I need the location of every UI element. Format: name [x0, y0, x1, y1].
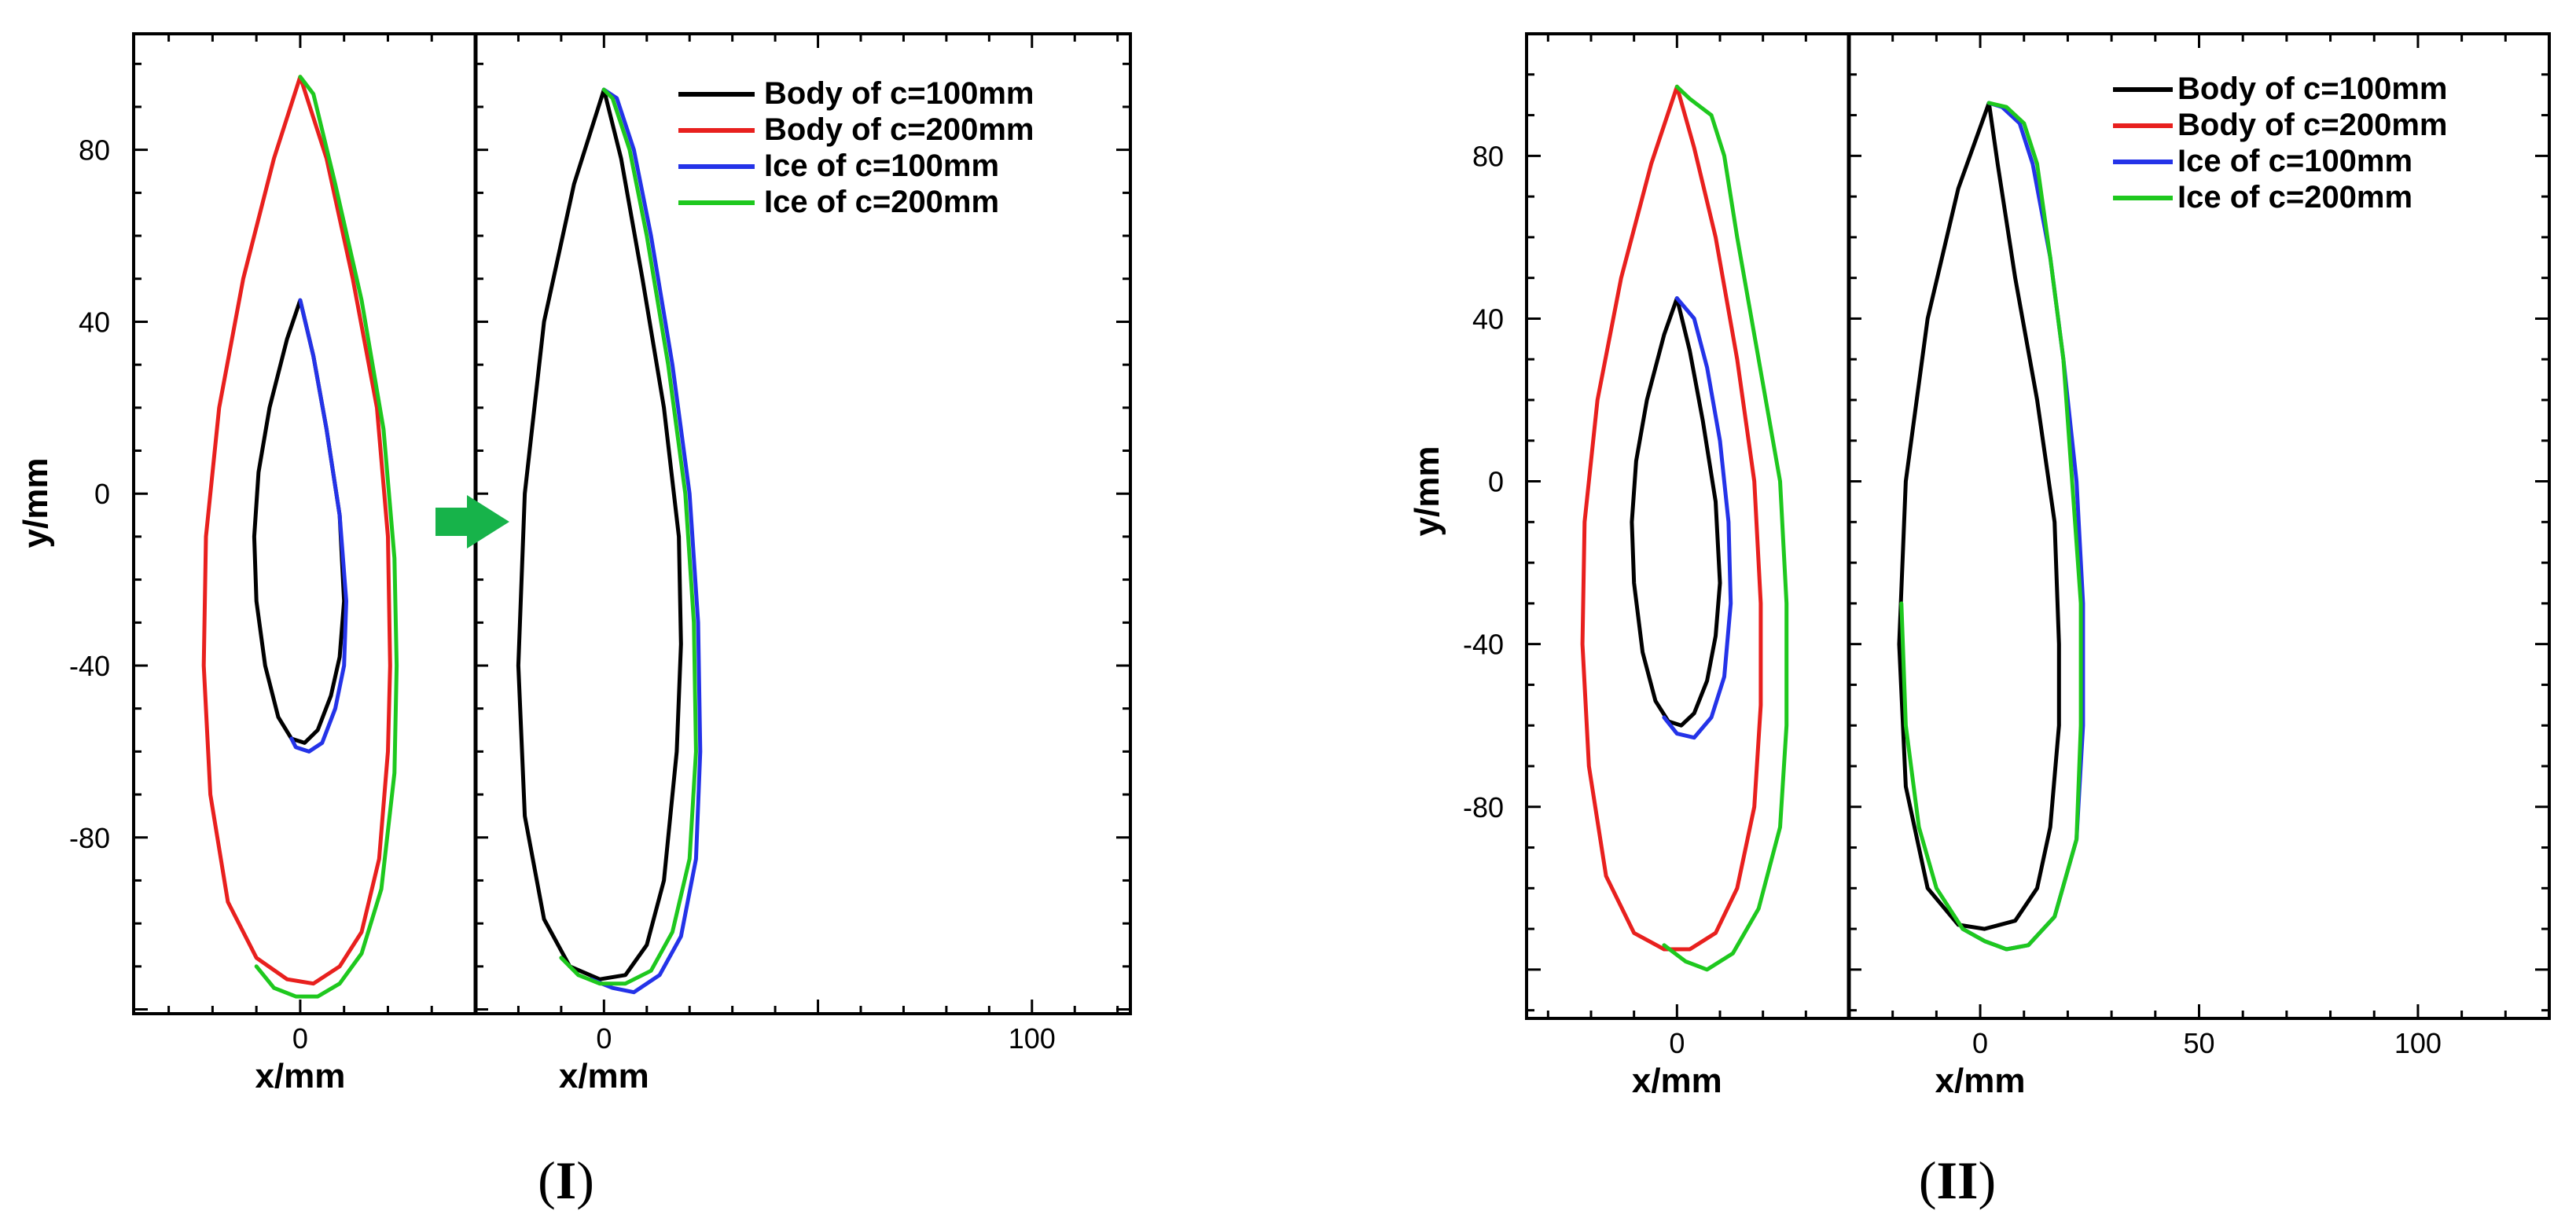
series-line-ice-of-c-200mm-left-overlay: [254, 75, 399, 999]
frame-ticks: [1527, 32, 2551, 1018]
legend-label-ice-of-c-100mm: Ice of c=100mm: [2177, 144, 2412, 178]
y-tick-label: -80: [69, 822, 110, 854]
y-axis-label: y/mm: [17, 458, 55, 548]
x-axis-label: x/mm: [255, 1057, 345, 1095]
plot-frame: [1525, 32, 2551, 1020]
y-axis-label: y/mm: [1408, 446, 1446, 537]
y-tick-label: 40: [1472, 303, 1504, 335]
series-group: [1580, 84, 2085, 972]
y-tick-label: -80: [1463, 791, 1504, 824]
panel-label-open: (: [538, 1150, 556, 1210]
legend-label-ice-of-c-200mm: Ice of c=200mm: [764, 185, 999, 219]
y-tick-label: 80: [79, 134, 110, 167]
panel-label-close: ): [576, 1150, 594, 1210]
plot-frame: [132, 32, 1132, 1015]
series-group: [201, 75, 703, 999]
y-tick-label: 40: [79, 306, 110, 338]
series-line-ice-of-c-200mm-left-overlay: [1662, 84, 1789, 972]
series-line-ice-of-c-100mm-left-overlay: [289, 298, 348, 754]
legend-label-body-of-c-100mm: Body of c=100mm: [2177, 72, 2447, 106]
y-tick-label: -40: [69, 650, 110, 682]
series-line-body-of-c-100mm-left-overlay: [1630, 296, 1722, 728]
x-axis-label: x/mm: [1632, 1062, 1722, 1100]
y-tick-label: 0: [1488, 466, 1504, 498]
legend-label-body-of-c-200mm: Body of c=200mm: [764, 112, 1034, 147]
y-tick-label: 0: [94, 478, 110, 510]
panel-label: (I): [538, 1150, 594, 1210]
x-tick-label: 0: [1972, 1027, 1988, 1059]
x-tick-label: 100: [2394, 1027, 2442, 1059]
panel-label-roman: I: [556, 1150, 576, 1210]
series-line-ice-of-c-200mm-right-scaled: [1899, 101, 2083, 952]
x-tick-label: 50: [2183, 1027, 2214, 1059]
legend-label-ice-of-c-200mm: Ice of c=200mm: [2177, 180, 2412, 215]
series-line-ice-of-c-100mm-left-overlay: [1662, 296, 1733, 740]
y-tick-label: 80: [1472, 140, 1504, 172]
legend-label-body-of-c-100mm: Body of c=100mm: [764, 76, 1034, 111]
y-tick-label: -40: [1463, 629, 1504, 661]
series-line-ice-of-c-200mm-right-scaled: [559, 87, 698, 986]
series-line-ice-of-c-100mm-right-scaled: [1960, 101, 2085, 952]
series-line-body-of-c-100mm-right-scaled: [516, 87, 683, 981]
x-tick-label: 0: [1669, 1027, 1685, 1059]
x-tick-label: 0: [292, 1022, 308, 1055]
panel-label-open: (: [1919, 1150, 1937, 1210]
x-tick-label: 100: [1009, 1022, 1056, 1055]
legend-label-body-of-c-200mm: Body of c=200mm: [2177, 108, 2447, 142]
frame-ticks: [134, 34, 1130, 1014]
x-tick-label: 0: [596, 1022, 612, 1055]
legend-label-ice-of-c-100mm: Ice of c=100mm: [764, 149, 999, 183]
x-axis-label: x/mm: [559, 1057, 649, 1095]
arrow-right-icon: [435, 495, 509, 548]
series-line-body-of-c-100mm-right-scaled: [1897, 101, 2061, 931]
series-line-body-of-c-100mm-left-overlay: [252, 298, 347, 745]
x-axis-label: x/mm: [1935, 1062, 2026, 1100]
panel-label: (II): [1919, 1150, 1996, 1210]
panel-label-close: ): [1978, 1150, 1996, 1210]
series-line-body-of-c-200mm-left-overlay: [1580, 84, 1763, 952]
panel-label-roman: II: [1937, 1150, 1979, 1210]
series-line-ice-of-c-100mm-right-scaled: [589, 87, 703, 995]
series-line-body-of-c-200mm-left-overlay: [201, 75, 392, 986]
